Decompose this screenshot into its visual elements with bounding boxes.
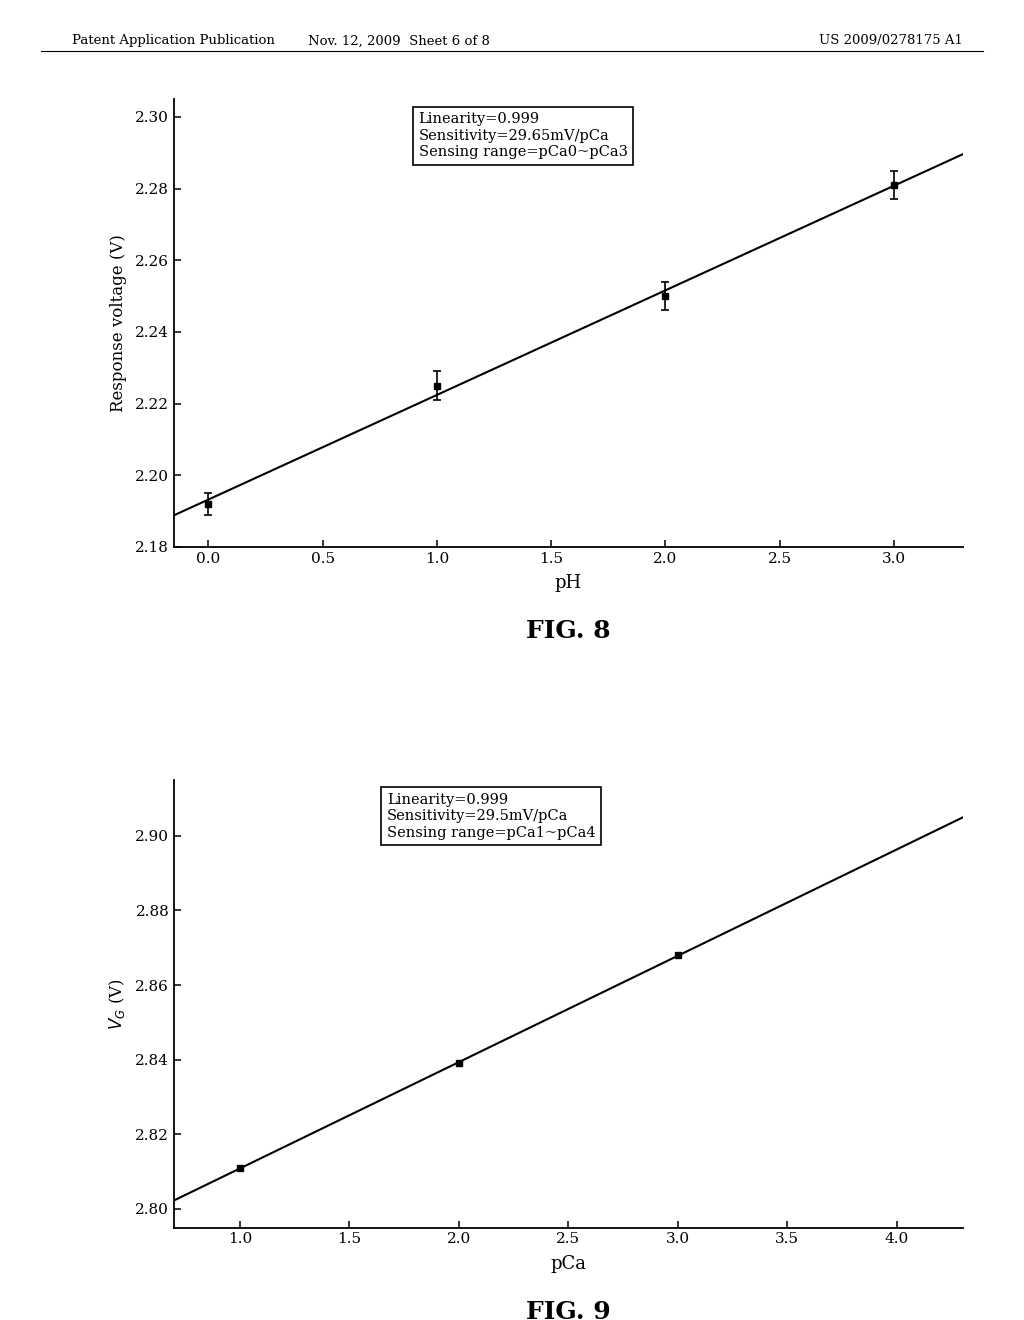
Text: US 2009/0278175 A1: US 2009/0278175 A1 — [818, 34, 963, 48]
Y-axis label: $V_G$ (V): $V_G$ (V) — [106, 978, 127, 1030]
X-axis label: pH: pH — [555, 574, 582, 593]
X-axis label: pCa: pCa — [550, 1255, 587, 1272]
Text: Patent Application Publication: Patent Application Publication — [72, 34, 274, 48]
Text: Linearity=0.999
Sensitivity=29.65mV/pCa
Sensing range=pCa0~pCa3: Linearity=0.999 Sensitivity=29.65mV/pCa … — [419, 112, 628, 158]
Text: Linearity=0.999
Sensitivity=29.5mV/pCa
Sensing range=pCa1~pCa4: Linearity=0.999 Sensitivity=29.5mV/pCa S… — [387, 793, 596, 840]
Y-axis label: Response voltage (V): Response voltage (V) — [110, 234, 127, 412]
Text: FIG. 8: FIG. 8 — [526, 619, 610, 643]
Text: FIG. 9: FIG. 9 — [526, 1300, 610, 1320]
Text: Nov. 12, 2009  Sheet 6 of 8: Nov. 12, 2009 Sheet 6 of 8 — [308, 34, 490, 48]
